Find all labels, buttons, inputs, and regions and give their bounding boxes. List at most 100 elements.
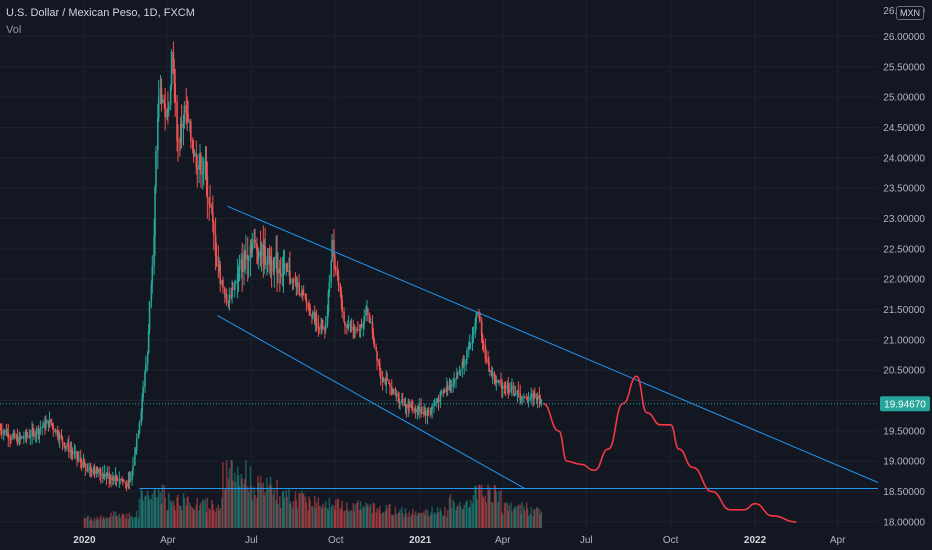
candle-body bbox=[244, 253, 246, 259]
volume-bar bbox=[484, 495, 487, 528]
volume-bar bbox=[116, 516, 119, 528]
volume-bar bbox=[436, 507, 439, 528]
volume-bar bbox=[350, 510, 353, 528]
volume-bar bbox=[398, 512, 400, 528]
candle-body bbox=[87, 469, 89, 471]
candle-body bbox=[466, 350, 468, 360]
candle-body bbox=[395, 393, 398, 395]
candle-body bbox=[23, 437, 25, 439]
volume-bar bbox=[321, 508, 323, 528]
candle-body bbox=[212, 222, 215, 235]
volume-bar bbox=[521, 501, 523, 528]
volume-bar bbox=[445, 516, 448, 528]
candle-body bbox=[320, 324, 322, 330]
volume-bar bbox=[134, 516, 137, 528]
candle-body bbox=[166, 110, 168, 118]
candle-body bbox=[397, 393, 399, 399]
candle-body bbox=[421, 412, 423, 414]
volume-bar bbox=[267, 487, 269, 528]
volume-bar bbox=[343, 510, 345, 528]
candle-body bbox=[24, 432, 27, 438]
volume-bar bbox=[247, 491, 250, 528]
candle-body bbox=[511, 385, 513, 390]
volume-legend[interactable]: Vol bbox=[6, 24, 22, 36]
volume-bar bbox=[228, 468, 231, 528]
volume-bar bbox=[439, 508, 442, 528]
candle-body bbox=[279, 268, 281, 274]
volume-bar bbox=[124, 518, 127, 528]
candle-body bbox=[231, 289, 233, 298]
volume-bar bbox=[399, 509, 401, 528]
candle-body bbox=[290, 282, 292, 284]
candle-body bbox=[346, 325, 349, 328]
volume-bar bbox=[119, 517, 121, 528]
volume-bar bbox=[362, 506, 365, 528]
candle-body bbox=[367, 308, 369, 316]
candle-body bbox=[347, 323, 350, 326]
candle-body bbox=[180, 123, 183, 128]
candle-body bbox=[56, 430, 59, 437]
candle-body bbox=[176, 101, 178, 141]
volume-bar bbox=[463, 504, 466, 528]
candle-body bbox=[530, 393, 533, 398]
volume-bar bbox=[219, 508, 221, 528]
volume-bar bbox=[313, 496, 316, 528]
candle-body bbox=[449, 385, 452, 388]
drawings-layer[interactable] bbox=[139, 205, 879, 523]
candle-body bbox=[41, 427, 44, 429]
symbol-title[interactable]: U.S. Dollar / Mexican Peso, 1D, FXCM bbox=[6, 7, 195, 19]
candle-body bbox=[508, 390, 510, 392]
volume-bar bbox=[341, 500, 344, 528]
volume-bar bbox=[356, 502, 358, 528]
candle-body bbox=[372, 333, 375, 341]
volume-bar bbox=[501, 514, 504, 528]
volume-bar bbox=[503, 502, 506, 528]
candle-body bbox=[275, 254, 277, 260]
volume-bar bbox=[474, 485, 477, 528]
currency-badge[interactable]: MXN bbox=[896, 6, 924, 20]
volume-bar bbox=[166, 510, 168, 528]
candle-body bbox=[532, 393, 534, 399]
candle-body bbox=[431, 406, 433, 410]
candle-body bbox=[110, 477, 112, 480]
candle-body bbox=[212, 212, 214, 223]
volume-bar bbox=[414, 511, 417, 528]
volume-bar bbox=[345, 502, 348, 528]
volume-bar bbox=[363, 507, 366, 528]
volume-bar bbox=[478, 484, 480, 528]
price-scale[interactable]: 18.0000018.5000019.0000019.5000020.00000… bbox=[883, 6, 925, 528]
volume-bar bbox=[413, 514, 416, 528]
time-scale[interactable]: 2020 Apr Jul Oct 2021 Apr Jul Oct 2022 Apr bbox=[73, 535, 846, 546]
candle-body bbox=[535, 397, 538, 400]
volume-bar bbox=[389, 503, 391, 528]
volume-bar bbox=[529, 513, 532, 528]
candle-body bbox=[381, 378, 384, 382]
volume-bar bbox=[462, 508, 465, 528]
candle-body bbox=[417, 408, 420, 411]
volume-bar bbox=[212, 504, 214, 528]
candle-body bbox=[388, 380, 390, 384]
candle-body bbox=[298, 282, 300, 294]
candle-body bbox=[359, 324, 362, 331]
volume-bar bbox=[449, 494, 452, 528]
candle-body bbox=[459, 369, 462, 371]
volume-bar bbox=[388, 504, 390, 528]
volume-bar bbox=[418, 512, 421, 528]
candle-body bbox=[394, 389, 397, 395]
volume-bar bbox=[511, 511, 513, 528]
volume-bar bbox=[202, 501, 205, 528]
candle-body bbox=[352, 326, 355, 331]
volume-bar bbox=[443, 515, 445, 528]
volume-bar bbox=[334, 499, 337, 528]
volume-bar bbox=[469, 500, 472, 528]
volume-bar bbox=[397, 513, 399, 528]
volume-bar bbox=[244, 478, 246, 528]
candle-body bbox=[9, 438, 11, 440]
volume-bar bbox=[327, 510, 330, 528]
candle-body bbox=[334, 256, 336, 267]
candle-body bbox=[123, 480, 125, 482]
volume-bar bbox=[322, 503, 324, 528]
candle-body bbox=[465, 359, 467, 363]
candle-body bbox=[63, 442, 66, 447]
